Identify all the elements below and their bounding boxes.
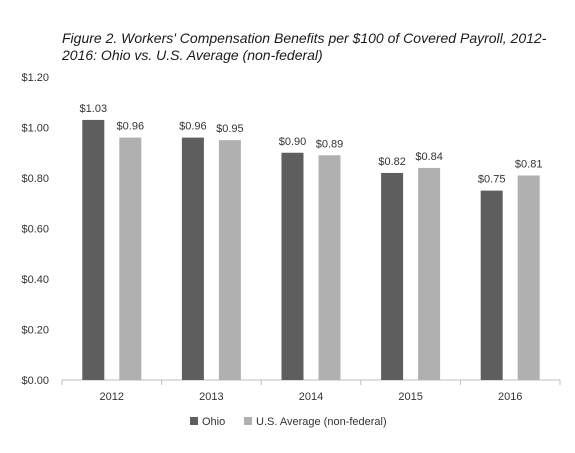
x-tick-label: 2012 — [100, 391, 124, 403]
y-tick-label: $0.20 — [21, 325, 49, 337]
data-label: $0.90 — [279, 136, 307, 148]
legend-label: U.S. Average (non-federal) — [256, 416, 387, 428]
data-label: $0.89 — [316, 138, 344, 150]
data-label: $1.03 — [80, 103, 108, 115]
y-tick-label: $0.40 — [21, 274, 49, 286]
data-label: $0.96 — [179, 121, 207, 133]
y-tick-label: $1.20 — [21, 72, 49, 84]
y-tick-label: $0.60 — [21, 224, 49, 236]
legend-swatch-ohio — [190, 417, 198, 425]
bar-us-average-2012 — [119, 137, 142, 380]
chart-title: Figure 2. Workers' Compensation Benefits… — [62, 30, 547, 63]
bar-ohio-2014 — [281, 152, 304, 380]
y-tick-label: $1.00 — [21, 123, 49, 135]
data-label: $0.96 — [117, 121, 145, 133]
bar-ohio-2015 — [381, 172, 404, 380]
data-label: $0.82 — [378, 156, 406, 168]
data-label: $0.84 — [415, 151, 443, 163]
x-tick-label: 2014 — [299, 391, 323, 403]
x-tick-label: 2016 — [498, 391, 522, 403]
x-tick-label: 2015 — [398, 391, 422, 403]
data-label: $0.81 — [515, 158, 543, 170]
bar-ohio-2013 — [181, 137, 204, 380]
y-tick-label: $0.80 — [21, 173, 49, 185]
bar-ohio-2016 — [480, 190, 503, 380]
legend-label: Ohio — [202, 416, 225, 428]
y-tick-label: $0.00 — [21, 375, 49, 387]
bar-us-average-2013 — [218, 140, 241, 380]
legend-swatch-us-average — [244, 417, 252, 425]
x-tick-label: 2013 — [199, 391, 223, 403]
bar-us-average-2014 — [318, 155, 341, 380]
bar-us-average-2016 — [517, 175, 540, 380]
bar-ohio-2012 — [82, 119, 105, 381]
data-label: $0.95 — [216, 123, 244, 135]
data-label: $0.75 — [478, 174, 506, 186]
bar-us-average-2015 — [418, 167, 441, 380]
